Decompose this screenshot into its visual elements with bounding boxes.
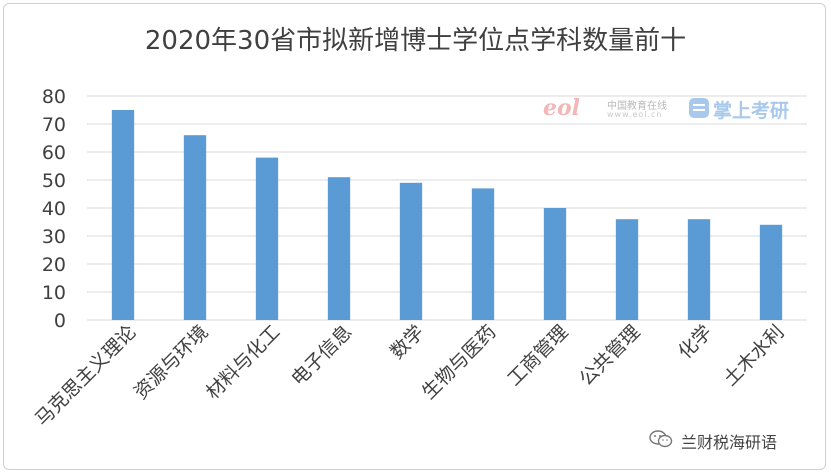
y-tick-label: 10 [42,282,66,304]
bar [471,188,495,320]
wechat-icon [649,430,673,448]
x-tick-label: 公共管理 [575,321,644,390]
y-tick-label: 0 [54,310,66,332]
bar [543,208,567,320]
bar [327,177,351,320]
eol-watermark: eol 中国教育在线 www.eol.cn [543,95,683,123]
x-tick-label: 生物与医药 [418,321,501,404]
x-tick-label: 电子信息 [287,321,356,390]
chart-title: 2020年30省市拟新增博士学位点学科数量前十 [144,26,687,56]
eol-watermark-url: www.eol.cn [607,110,663,119]
bar [399,182,423,320]
x-tick-label: 材料与化工 [202,321,285,404]
x-tick-label: 数学 [386,321,428,363]
y-tick-label: 60 [42,142,66,164]
bar [255,157,279,320]
eol-logo-icon: eol [543,95,581,121]
x-tick-label: 化学 [674,321,716,363]
y-tick-label: 30 [42,226,66,248]
bar [111,110,135,320]
y-tick-label: 70 [42,114,66,136]
y-tick-label: 80 [42,86,66,108]
x-tick-label: 土木水利 [719,321,788,390]
eol-watermark-name: 中国教育在线 [607,101,667,112]
bar [615,219,639,320]
y-tick-label: 40 [42,198,66,220]
x-tick-label: 工商管理 [503,321,572,390]
source-label: 兰财税海研语 [681,433,778,452]
x-tick-label: 资源与环境 [130,321,213,404]
bar [687,219,711,320]
zhangshang-kaoyan-icon [689,98,709,118]
y-tick-label: 50 [42,170,66,192]
x-tick-label: 马克思主义理论 [31,321,141,431]
bar [183,135,207,320]
zhangshang-kaoyan-label: 掌上考研 [713,100,790,122]
y-tick-label: 20 [42,254,66,276]
bar [759,224,783,320]
